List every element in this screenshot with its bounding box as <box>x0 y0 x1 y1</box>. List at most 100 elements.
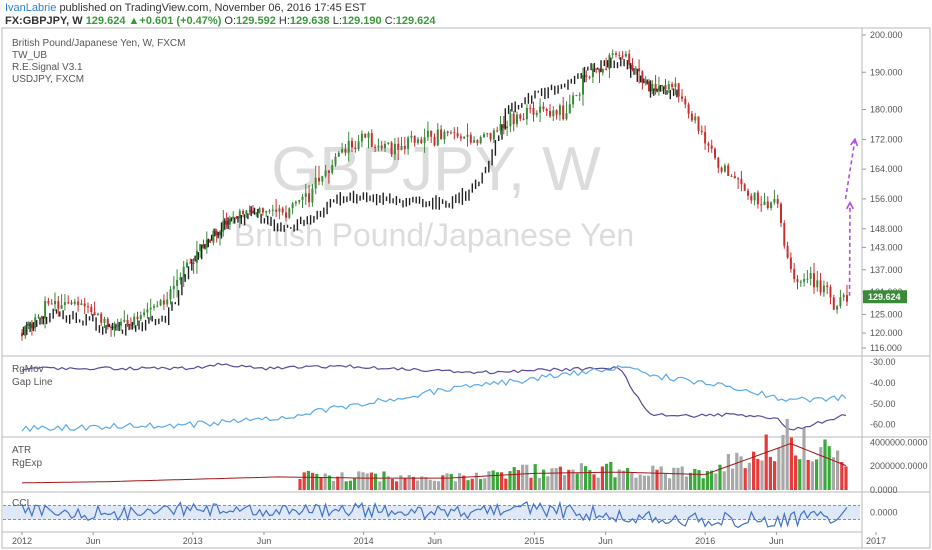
price-bar-body <box>651 83 654 92</box>
up-triangle-icon: ▲ <box>128 15 140 27</box>
price-bar-body <box>525 107 528 120</box>
projection-arrow-head <box>845 201 855 210</box>
price-bar-body <box>822 285 825 293</box>
price-bar-body <box>162 300 165 305</box>
price-bar-body <box>753 192 756 201</box>
price-bar-body <box>489 133 492 140</box>
atr-bar <box>437 481 441 490</box>
price-bar-body <box>149 307 152 310</box>
last-price-tag-bg <box>863 290 907 304</box>
price-tick-label: 120.000 <box>870 328 903 338</box>
price-bar-body <box>677 83 680 97</box>
legend-rgmov[interactable]: RgMov <box>12 364 44 375</box>
atr-bar <box>508 471 512 490</box>
price-bar-body <box>347 140 350 153</box>
atr-bar <box>424 477 428 490</box>
price-bar-body <box>364 133 367 138</box>
price-bar-body <box>694 116 697 121</box>
atr-bar <box>319 477 323 490</box>
price-bar-body <box>40 316 43 319</box>
price-bar-body <box>334 156 337 165</box>
atr-bar <box>546 476 550 490</box>
atr-bar <box>462 475 466 490</box>
price-bar-body <box>374 146 377 148</box>
price-bar-body <box>120 321 122 326</box>
price-bar-body <box>519 114 522 119</box>
price-bar-body <box>301 196 304 200</box>
legend-usdjpy[interactable]: USDJPY, FXCM <box>12 74 84 85</box>
price-bar-body <box>73 301 76 304</box>
atr-bar <box>579 463 583 490</box>
price-bar-body <box>172 285 175 290</box>
rgexp-line <box>21 443 847 484</box>
atr-bar <box>609 461 613 490</box>
published-text: published on TradingView.com, November 0… <box>59 2 367 14</box>
price-bar-body <box>169 289 172 300</box>
price-bar-body <box>357 141 360 150</box>
legend-atr[interactable]: ATR <box>12 445 31 456</box>
atr-bar <box>794 455 798 490</box>
price-bar-body <box>205 239 208 248</box>
price-bar-body <box>813 273 815 288</box>
price-bar-body <box>832 297 835 310</box>
price-bar-body <box>522 118 525 120</box>
legend-rgexp[interactable]: RgExp <box>12 458 42 469</box>
price-bar-body <box>110 326 113 329</box>
atr-bar <box>584 466 588 490</box>
price-bar-body <box>780 203 782 224</box>
price-tick-label: 137.000 <box>870 265 903 275</box>
price-bar-body <box>129 324 132 326</box>
main-price-axis: 200.000 190.000 180.000 172.000 164.000 156.0… <box>862 30 903 353</box>
legend-symbol[interactable]: British Pound/Japanese Yen, W, FXCM <box>12 38 185 49</box>
price-bar-body <box>727 165 730 176</box>
price-change: +0.601 (+0.47%) <box>139 15 222 27</box>
price-bar-body <box>430 130 433 137</box>
legend-tw-ub[interactable]: TW_UB <box>12 50 47 61</box>
price-bar-body <box>96 313 99 316</box>
price-bar-body <box>314 177 317 189</box>
atr-bar <box>533 464 537 490</box>
price-bar-body <box>93 312 96 316</box>
price-bar-body <box>87 306 89 308</box>
price-bar-body <box>54 301 56 305</box>
price-bar-body <box>552 110 555 117</box>
price-bar-body <box>512 113 515 125</box>
atr-series <box>21 418 848 490</box>
atr-bar <box>815 459 819 490</box>
price-bar-body <box>245 210 248 214</box>
legend-re-signal[interactable]: R.E.Signal V3.1 <box>12 62 83 73</box>
price-bar-body <box>238 210 241 219</box>
price-bar-body <box>34 317 37 329</box>
atr-legend: ATR RgExp <box>12 445 42 469</box>
price-bar-body <box>687 104 690 114</box>
price-bar-body <box>354 147 357 150</box>
atr-bar <box>403 478 407 490</box>
atr-bar <box>756 458 760 490</box>
price-bar-body <box>268 210 271 212</box>
atr-bar <box>659 466 663 490</box>
legend-cci[interactable]: CCI <box>12 498 29 509</box>
price-tick-label: 143.000 <box>870 242 903 252</box>
price-bar-body <box>189 262 192 264</box>
price-bar-body <box>126 319 129 325</box>
price-bar-body <box>403 146 406 150</box>
high-value: 129.638 <box>289 15 330 27</box>
price-bar-body <box>387 142 390 144</box>
price-bar-body <box>450 132 452 134</box>
price-bar-body <box>327 170 330 173</box>
price-bar-body <box>367 133 370 138</box>
author-link[interactable]: IvanLabrie <box>5 2 57 14</box>
price-bar-body <box>443 131 446 140</box>
legend-gap-line[interactable]: Gap Line <box>12 377 53 388</box>
atr-bar <box>306 470 310 490</box>
price-bar-body <box>648 81 650 92</box>
projection-arrow-head <box>850 137 859 147</box>
symbol-label[interactable]: FX:GBPJPY, W <box>5 15 83 27</box>
price-bar-body <box>400 146 403 151</box>
atr-bar <box>432 480 436 490</box>
price-bar-body <box>380 145 383 149</box>
price-bar-body <box>331 164 334 173</box>
price-bar-body <box>232 216 235 219</box>
price-bar-body <box>235 216 238 219</box>
